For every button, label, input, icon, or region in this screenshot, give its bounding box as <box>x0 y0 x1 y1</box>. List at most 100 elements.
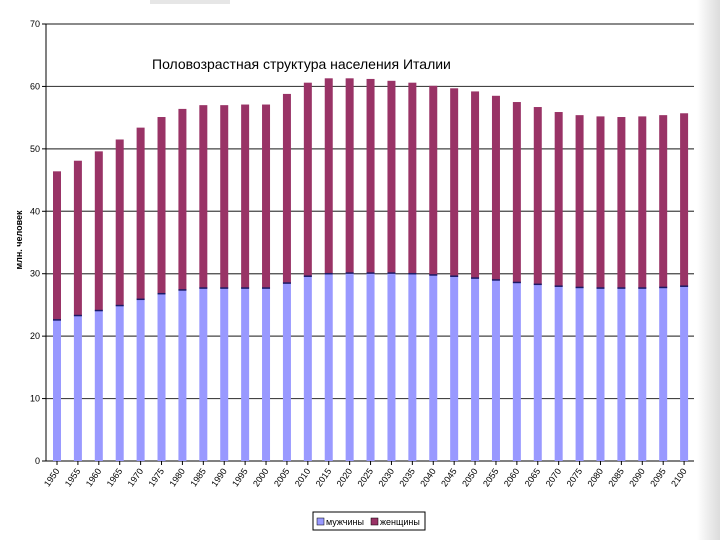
bar-women <box>178 108 187 290</box>
bar-men <box>53 319 61 461</box>
x-tick-label: 2015 <box>314 466 334 488</box>
legend-label-men: мужчины <box>326 517 364 527</box>
x-tick-label: 2075 <box>565 466 585 488</box>
bar-women <box>282 93 291 284</box>
bar-men <box>73 315 82 461</box>
y-tick-label: 70 <box>30 19 40 29</box>
x-tick-label: 1955 <box>63 466 83 488</box>
bar-men <box>282 283 291 461</box>
bar-women <box>220 105 229 289</box>
bar-men <box>554 286 563 461</box>
bar-women <box>199 105 208 289</box>
bar-men <box>178 289 187 461</box>
x-tick-label: 2065 <box>523 466 543 488</box>
bar-women <box>324 78 333 274</box>
bar-women <box>115 139 124 306</box>
y-axis-label: млн. человек <box>14 210 24 270</box>
bar-men <box>450 276 459 461</box>
bar-women <box>387 80 396 274</box>
x-tick-label: 1995 <box>230 466 250 488</box>
bar-women <box>680 113 689 287</box>
bar-women <box>366 78 375 274</box>
bar-men <box>303 276 312 461</box>
bar-women <box>554 112 563 287</box>
y-tick-label: 50 <box>30 144 40 154</box>
bar-men <box>659 287 668 461</box>
bar-women <box>241 104 250 289</box>
bar-men <box>471 278 480 461</box>
x-tick-label: 2060 <box>502 466 522 488</box>
x-tick-label: 1980 <box>167 466 187 488</box>
x-tick-label: 2025 <box>356 466 376 488</box>
bar-women <box>345 78 354 274</box>
x-tick-label: 1965 <box>105 466 125 488</box>
bar-men <box>220 288 229 461</box>
x-tick-label: 2000 <box>251 466 271 488</box>
x-tick-label: 2010 <box>293 466 313 488</box>
bar-men <box>575 287 584 461</box>
bar-men <box>533 284 542 461</box>
x-tick-label: 2070 <box>544 466 564 488</box>
bar-women <box>596 116 605 289</box>
bar-men <box>638 288 647 461</box>
bar-men <box>680 286 689 461</box>
bar-women <box>303 82 312 277</box>
slide-top-shadow <box>150 0 230 4</box>
x-tick-label: 1985 <box>188 466 208 488</box>
bar-women <box>617 117 626 289</box>
x-tick-label: 2080 <box>585 466 605 488</box>
bar-men <box>199 288 208 461</box>
bar-women <box>53 171 61 320</box>
bar-men <box>241 288 250 461</box>
x-tick-label: 2005 <box>272 466 292 488</box>
bar-women <box>533 107 542 285</box>
bar-women <box>94 151 103 311</box>
bar-men <box>157 293 166 461</box>
bar-men <box>324 273 333 461</box>
bar-women <box>512 102 521 283</box>
bar-women <box>471 91 480 279</box>
x-tick-label: 2090 <box>627 466 647 488</box>
x-tick-label: 2085 <box>606 466 626 488</box>
x-tick-label: 1960 <box>84 466 104 488</box>
bar-men <box>136 299 145 461</box>
bar-women <box>157 117 166 294</box>
x-tick-label: 2030 <box>376 466 396 488</box>
slide-right-shadow <box>697 0 720 540</box>
x-tick-label: 2050 <box>460 466 480 488</box>
x-tick-label: 1975 <box>146 466 166 488</box>
y-tick-label: 20 <box>30 331 40 341</box>
bar-men <box>115 305 124 461</box>
bar-women <box>136 127 145 300</box>
bar-men <box>94 310 103 461</box>
bar-women <box>638 116 647 289</box>
bar-men <box>387 273 396 461</box>
bar-women <box>575 115 584 288</box>
x-tick-label: 1990 <box>209 466 229 488</box>
bar-women <box>73 160 82 316</box>
x-tick-label: 2040 <box>418 466 438 488</box>
x-tick-label: 2095 <box>648 466 668 488</box>
y-tick-label: 0 <box>35 456 40 466</box>
y-tick-label: 10 <box>30 394 40 404</box>
bar-women <box>408 82 417 274</box>
bar-women <box>659 115 668 288</box>
x-tick-label: 2055 <box>481 466 501 488</box>
chart-title: Половозрастная структура населения Итали… <box>152 56 451 72</box>
legend-swatch-women <box>370 517 379 526</box>
bar-men <box>491 279 500 461</box>
x-tick-label: 1970 <box>126 466 146 488</box>
bar-women <box>429 85 438 275</box>
legend-box <box>312 511 426 531</box>
bar-men <box>366 273 375 461</box>
legend-label-women: женщины <box>380 517 420 527</box>
y-tick-label: 40 <box>30 206 40 216</box>
bar-men <box>596 288 605 461</box>
x-tick-label: 2100 <box>669 466 689 488</box>
bar-men <box>345 273 354 461</box>
x-tick-label: 2045 <box>439 466 459 488</box>
bar-men <box>429 274 438 461</box>
y-tick-label: 30 <box>30 269 40 279</box>
